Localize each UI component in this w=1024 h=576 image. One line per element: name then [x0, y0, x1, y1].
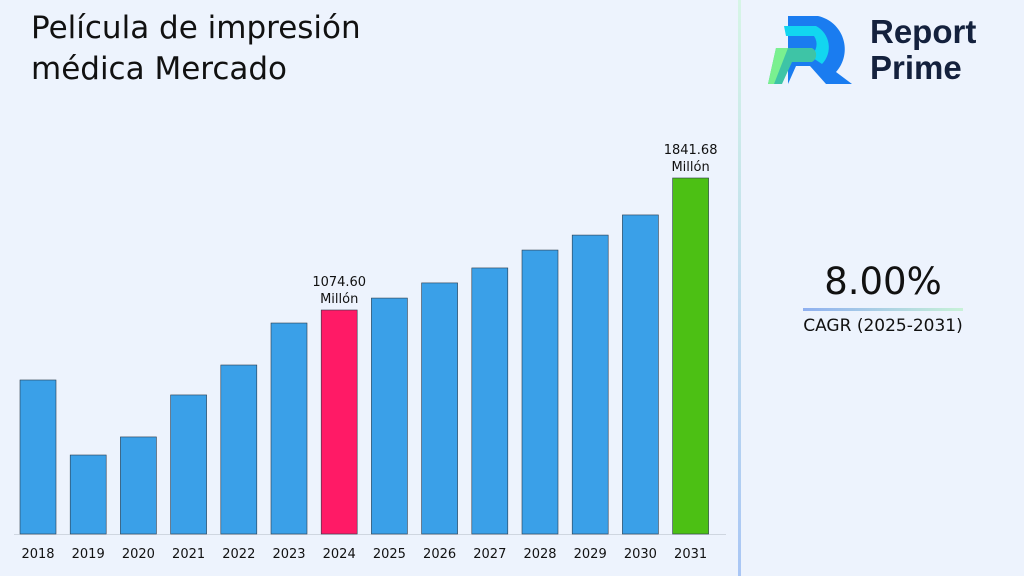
- bar-2019: [69, 454, 107, 535]
- bar-2024: [320, 309, 358, 535]
- cagr-label: CAGR (2025-2031): [803, 316, 963, 336]
- bar-2023: [270, 322, 308, 535]
- x-tick-label-2023: 2023: [272, 547, 305, 562]
- x-tick-label-2030: 2030: [624, 547, 657, 562]
- cagr-value: 8.00%: [824, 260, 942, 303]
- bar-2027: [471, 267, 509, 535]
- x-tick-label-2024: 2024: [323, 547, 356, 562]
- data-label-unit-2031: Millón: [671, 160, 709, 175]
- bar-2022: [220, 364, 258, 535]
- bar-2018: [19, 379, 57, 535]
- cagr-underline: [803, 308, 963, 311]
- data-label-2031: 1841.68: [664, 143, 718, 158]
- x-tick-label-2018: 2018: [21, 547, 54, 562]
- bar-2020: [120, 436, 157, 535]
- x-tick-label-2028: 2028: [523, 547, 556, 562]
- brand-line-1: Report: [870, 13, 977, 50]
- bar-2030: [622, 214, 659, 535]
- divider: [738, 0, 741, 576]
- bar-2031: [672, 177, 709, 535]
- x-tick-label-2022: 2022: [222, 547, 255, 562]
- bar-2029: [571, 234, 609, 535]
- bar-chart: 2018 2019 2020 2021 2022 2023 2024 1074.60 Milló…: [14, 143, 726, 562]
- bar-2026: [421, 282, 458, 535]
- x-tick-label-2026: 2026: [423, 547, 456, 562]
- bar-2028: [521, 249, 559, 535]
- x-tick-label-2031: 2031: [674, 547, 707, 562]
- x-tick-label-2020: 2020: [122, 547, 155, 562]
- x-tick-label-2025: 2025: [373, 547, 406, 562]
- brand-line-2: Prime: [870, 49, 962, 86]
- report-prime-logo: [768, 16, 852, 84]
- x-tick-label-2027: 2027: [473, 547, 506, 562]
- chart-title: Película de impresión médica Mercado: [31, 10, 361, 87]
- data-label-2024: 1074.60: [312, 275, 366, 290]
- bar-2025: [371, 297, 408, 535]
- x-tick-label-2029: 2029: [574, 547, 607, 562]
- x-tick-label-2021: 2021: [172, 547, 205, 562]
- data-label-unit-2024: Millón: [320, 292, 358, 307]
- x-tick-label-2019: 2019: [72, 547, 105, 562]
- brand-name: Report Prime: [870, 14, 976, 86]
- bar-2021: [170, 394, 207, 535]
